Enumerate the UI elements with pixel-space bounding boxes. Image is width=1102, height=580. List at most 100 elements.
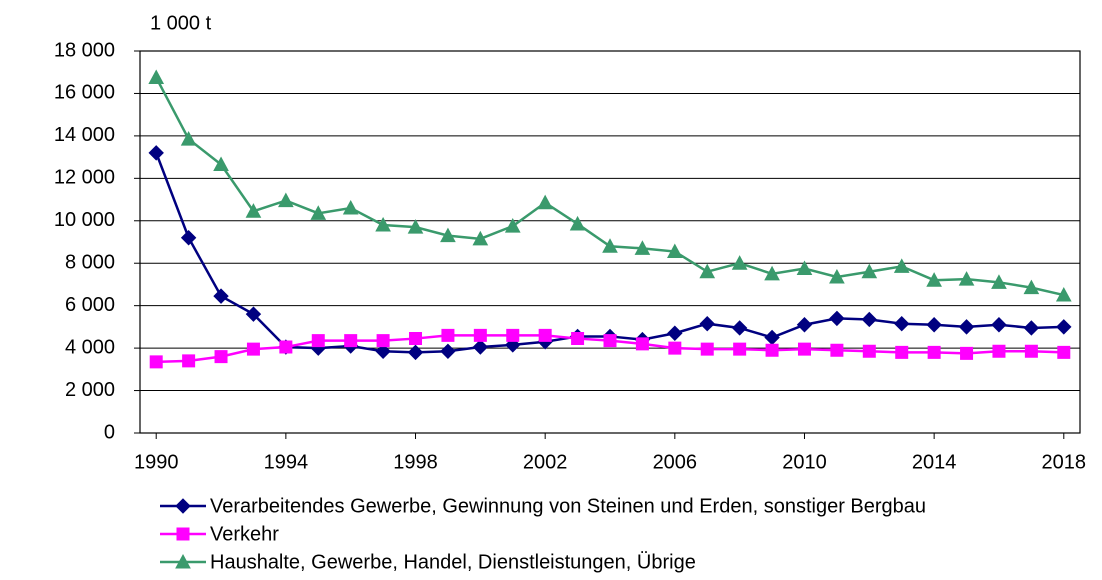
marker [344, 334, 358, 348]
marker [668, 341, 682, 355]
marker [473, 328, 487, 342]
x-tick-label: 2010 [782, 451, 827, 473]
marker [148, 69, 165, 85]
y-tick-label: 14 000 [54, 124, 115, 146]
x-tick-label: 2014 [912, 451, 957, 473]
marker [635, 337, 649, 351]
series-line [155, 76, 1065, 297]
marker [796, 260, 813, 276]
marker [245, 306, 262, 322]
marker [829, 268, 845, 284]
marker [506, 328, 520, 342]
marker [407, 344, 424, 361]
marker [376, 334, 390, 348]
marker [862, 344, 876, 358]
marker [861, 311, 878, 328]
marker [992, 344, 1006, 358]
y-tick-label: 6 000 [65, 294, 115, 316]
marker [895, 345, 909, 359]
marker [731, 320, 748, 336]
legend-marker [176, 527, 190, 541]
marker [893, 258, 910, 273]
marker [926, 317, 942, 333]
marker [213, 156, 229, 172]
marker [894, 315, 910, 332]
marker [1023, 279, 1040, 295]
marker [926, 272, 942, 287]
y-tick-label: 10 000 [54, 209, 115, 231]
marker [1056, 319, 1072, 335]
marker [342, 199, 359, 215]
y-tick-label: 16 000 [54, 82, 115, 104]
unit-label: 1 000 t [150, 12, 212, 34]
marker [602, 238, 618, 253]
marker [699, 315, 715, 332]
marker [991, 317, 1007, 333]
marker [699, 263, 716, 279]
marker [245, 203, 262, 218]
y-tick-label: 4 000 [65, 336, 115, 358]
marker [764, 265, 780, 281]
marker [310, 205, 327, 220]
x-tick-label: 1998 [393, 451, 438, 473]
x-tick-label: 2006 [653, 451, 698, 473]
marker [440, 227, 456, 243]
marker [700, 342, 714, 356]
marker [504, 218, 521, 233]
marker [375, 343, 391, 360]
marker [667, 325, 683, 341]
marker [213, 288, 229, 304]
marker [571, 332, 585, 346]
marker [958, 319, 975, 335]
y-tick-label: 2 000 [65, 379, 115, 401]
y-tick-label: 8 000 [65, 252, 115, 274]
marker [375, 216, 391, 232]
marker [764, 329, 780, 346]
marker [148, 145, 164, 161]
marker [246, 342, 260, 356]
marker [634, 240, 651, 255]
x-tick-label: 1990 [134, 451, 179, 473]
marker [1055, 287, 1072, 302]
marker [991, 274, 1007, 289]
marker [537, 194, 554, 210]
marker [765, 343, 779, 357]
marker [569, 215, 586, 231]
marker [960, 346, 974, 360]
marker [214, 350, 228, 364]
marker [666, 243, 683, 259]
marker [440, 343, 456, 360]
legend-label: Verarbeitendes Gewerbe, Gewinnung von St… [210, 495, 926, 517]
marker [1057, 345, 1071, 359]
marker [797, 342, 811, 356]
plot-border [139, 50, 1081, 434]
x-tick-label: 2002 [523, 451, 568, 473]
legend-marker [175, 553, 191, 569]
y-tick-label: 12 000 [54, 167, 115, 189]
marker [861, 263, 878, 279]
x-tick-label: 1994 [264, 451, 309, 473]
y-tick-label: 18 000 [54, 39, 115, 61]
x-tick-label: 2018 [1042, 451, 1087, 473]
legend-label: Haushalte, Gewerbe, Handel, Dienstleistu… [210, 551, 696, 573]
marker [958, 271, 975, 286]
marker [733, 342, 747, 356]
marker [731, 255, 748, 270]
marker [603, 334, 617, 348]
marker [796, 317, 813, 333]
marker [149, 355, 163, 369]
marker [407, 219, 424, 234]
marker [472, 339, 489, 355]
marker [279, 340, 293, 354]
marker [472, 230, 489, 246]
marker [927, 345, 941, 359]
marker [441, 328, 455, 342]
marker [830, 343, 844, 357]
legend-marker [175, 498, 191, 514]
marker [1023, 320, 1040, 336]
legend-label: Verkehr [210, 523, 279, 545]
marker [409, 332, 423, 346]
y-tick-label: 0 [104, 421, 115, 443]
marker [278, 192, 294, 208]
